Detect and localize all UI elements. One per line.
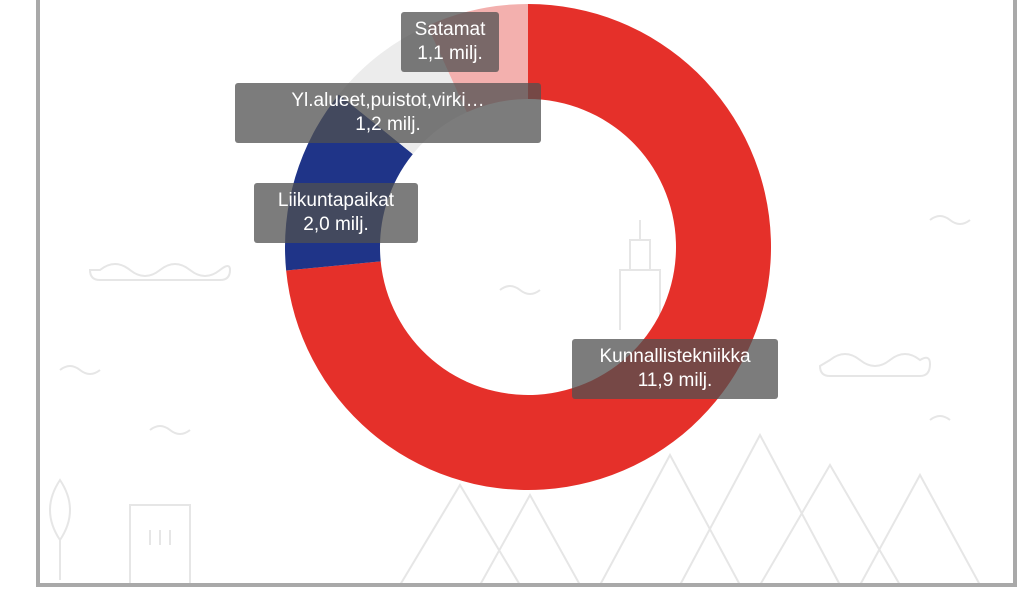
- slice-label: Yl.alueet,puistot,virki… 1,2 milj.: [235, 83, 541, 143]
- value-label: 1,2 milj.: [355, 114, 420, 135]
- category-label: Kunnallistekniikka: [599, 346, 750, 367]
- value-label: 1,1 milj.: [417, 43, 482, 64]
- category-label: Yl.alueet,puistot,virki…: [291, 90, 484, 111]
- background-decoration: [49, 215, 981, 586]
- slice-label: Satamat 1,1 milj.: [401, 12, 499, 72]
- frame: [36, 0, 1017, 587]
- category-label: Liikuntapaikat: [278, 190, 395, 211]
- donut: [285, 3, 771, 491]
- value-label: 2,0 milj.: [303, 214, 368, 235]
- label-box: [572, 339, 778, 399]
- label-box: [235, 83, 541, 143]
- slice-label: Liikuntapaikat 2,0 milj.: [254, 183, 418, 243]
- label-box: [401, 12, 499, 72]
- label-box: [254, 183, 418, 243]
- labels: Kunnallistekniikka 11,9 milj. Liikuntapaik…: [235, 12, 778, 399]
- slice-label: Kunnallistekniikka 11,9 milj.: [572, 339, 778, 399]
- value-label: 11,9 milj.: [638, 370, 713, 391]
- category-label: Satamat: [415, 19, 486, 40]
